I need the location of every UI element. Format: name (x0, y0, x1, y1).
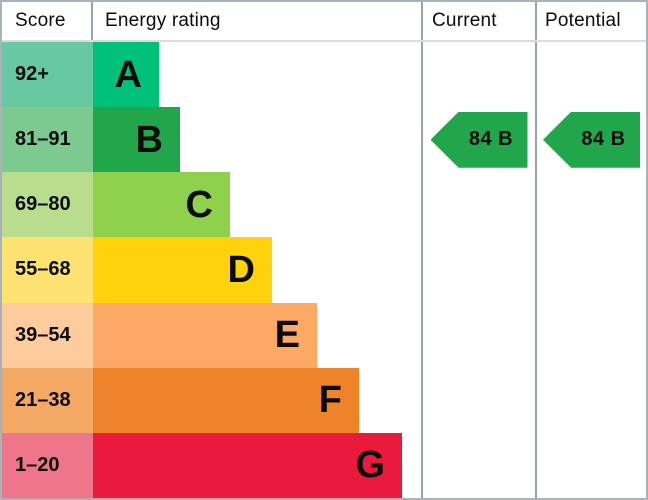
bar-area: G (93, 432, 421, 498)
energy-rating-column-header-label: Energy rating (105, 10, 221, 31)
potential-column-cell (535, 42, 646, 108)
current-column-cell (421, 172, 535, 238)
band-letter-c: C (185, 183, 213, 226)
energy-rating-column-header: Energy rating (93, 2, 421, 40)
band-letter-b: B (135, 118, 163, 161)
band-letter-g: G (355, 444, 385, 487)
band-row-a: 92+ A (2, 42, 646, 108)
score-range-cell-g: 1–20 (2, 432, 93, 498)
band-row-d: 55–68 D (2, 237, 646, 303)
current-rating-label: 84 B (468, 128, 514, 151)
score-range-cell-c: 69–80 (2, 172, 93, 238)
potential-column-header: Potential (535, 2, 646, 40)
chart-header-row: Score Energy rating Current Potential (2, 2, 646, 42)
band-row-e: 39–54 E (2, 302, 646, 368)
current-column-cell (421, 367, 535, 433)
band-letter-d: D (227, 248, 255, 291)
band-bar-c: C (93, 172, 230, 238)
current-column-cell (421, 237, 535, 303)
potential-column-cell (535, 367, 646, 433)
band-bar-e: E (93, 302, 317, 368)
potential-column-cell (535, 237, 646, 303)
bar-area: A (93, 42, 421, 108)
band-letter-a: A (114, 53, 142, 96)
band-rows: 92+ A 81–91 B 84 B (2, 42, 646, 498)
band-row-c: 69–80 C (2, 172, 646, 238)
score-range-cell-a: 92+ (2, 42, 93, 108)
band-letter-f: F (318, 379, 342, 422)
potential-rating-label: 84 B (581, 128, 626, 151)
current-column-cell (421, 42, 535, 108)
score-range-cell-b: 81–91 (2, 107, 93, 173)
bar-area: B (93, 107, 421, 173)
score-range-cell-e: 39–54 (2, 302, 93, 368)
potential-column-cell: 84 B (535, 107, 646, 173)
band-bar-f: F (93, 367, 359, 433)
current-column-header: Current (421, 2, 535, 40)
current-column-cell: 84 B (421, 107, 535, 173)
band-bar-b: B (93, 107, 180, 173)
score-column-header: Score (2, 2, 93, 40)
score-range-cell-f: 21–38 (2, 367, 93, 433)
band-bar-a: A (93, 42, 159, 108)
potential-rating-arrow: 84 B (543, 111, 640, 168)
band-bar-d: D (93, 237, 272, 303)
current-column-cell (421, 302, 535, 368)
score-column-header-label: Score (15, 10, 66, 31)
band-row-f: 21–38 F (2, 367, 646, 433)
potential-column-header-label: Potential (545, 10, 621, 31)
band-letter-e: E (274, 314, 300, 357)
potential-column-cell (535, 302, 646, 368)
potential-column-cell (535, 432, 646, 498)
band-row-g: 1–20 G (2, 432, 646, 498)
bar-area: D (93, 237, 421, 303)
bar-area: C (93, 172, 421, 238)
current-rating-arrow: 84 B (430, 111, 528, 168)
band-bar-g: G (93, 432, 402, 498)
current-column-cell (421, 432, 535, 498)
score-range-cell-d: 55–68 (2, 237, 93, 303)
bar-area: E (93, 302, 421, 368)
current-column-header-label: Current (432, 10, 497, 31)
bar-area: F (93, 367, 421, 433)
potential-column-cell (535, 172, 646, 238)
band-row-b: 81–91 B 84 B 84 B (2, 107, 646, 173)
